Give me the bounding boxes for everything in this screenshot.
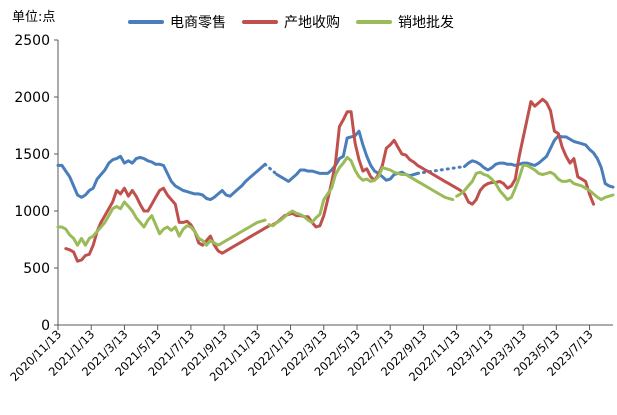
- legend-item-ecommerce: 电商零售: [128, 12, 226, 32]
- unit-label: 单位:点: [12, 10, 56, 25]
- series-line-ecommerce-2: [463, 134, 615, 189]
- series-line-wholesale-0: [56, 200, 267, 247]
- series-gap-ecommerce-1: [416, 165, 466, 175]
- series-line-wholesale-1: [267, 155, 455, 228]
- legend-swatch-origin: [242, 20, 278, 24]
- legend-swatch-ecommerce: [128, 20, 164, 24]
- legend-label-origin: 产地收购: [284, 15, 340, 31]
- legend-item-wholesale: 销地批发: [356, 12, 454, 32]
- y-tick-label-5: 2500: [14, 33, 50, 49]
- series-line-wholesale-2: [455, 163, 615, 202]
- series-line-origin-0: [64, 186, 271, 263]
- series-gap-ecommerce-0: [263, 162, 279, 176]
- legend-label-wholesale: 销地批发: [398, 15, 454, 31]
- y-tick-label-2: 1000: [14, 204, 50, 220]
- series-line-ecommerce-1: [275, 129, 420, 183]
- chart-legend: 电商零售 产地收购 销地批发: [128, 12, 470, 32]
- legend-item-origin: 产地收购: [242, 12, 340, 32]
- legend-label-ecommerce: 电商零售: [170, 15, 226, 31]
- series-line-origin-2: [463, 97, 595, 206]
- y-tick-label-3: 1500: [14, 147, 50, 163]
- y-tick-label-1: 500: [23, 261, 50, 277]
- legend-swatch-wholesale: [356, 20, 392, 24]
- y-tick-label-0: 0: [41, 318, 50, 334]
- y-tick-label-4: 2000: [14, 90, 50, 106]
- series-line-ecommerce-0: [56, 154, 267, 202]
